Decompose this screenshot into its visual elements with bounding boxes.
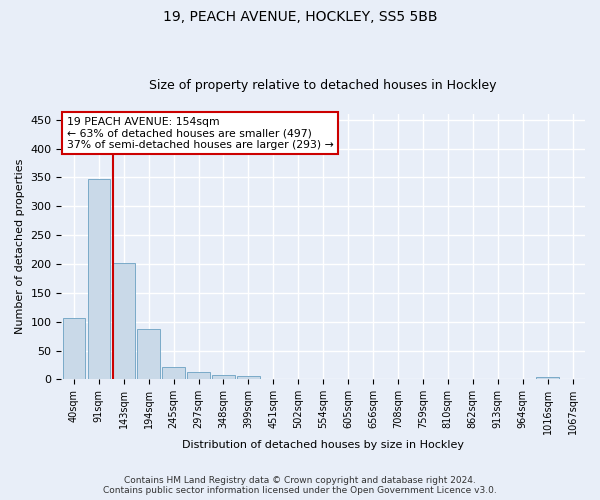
Bar [187, 372, 210, 380]
Bar [212, 374, 235, 380]
Bar [88, 178, 110, 380]
Y-axis label: Number of detached properties: Number of detached properties [15, 159, 25, 334]
X-axis label: Distribution of detached houses by size in Hockley: Distribution of detached houses by size … [182, 440, 464, 450]
Bar [163, 366, 185, 380]
Bar [237, 376, 260, 380]
Bar [113, 263, 135, 380]
Bar [536, 377, 559, 380]
Bar [62, 318, 85, 380]
Bar [137, 328, 160, 380]
Text: 19, PEACH AVENUE, HOCKLEY, SS5 5BB: 19, PEACH AVENUE, HOCKLEY, SS5 5BB [163, 10, 437, 24]
Text: Contains HM Land Registry data © Crown copyright and database right 2024.
Contai: Contains HM Land Registry data © Crown c… [103, 476, 497, 495]
Text: 19 PEACH AVENUE: 154sqm
← 63% of detached houses are smaller (497)
37% of semi-d: 19 PEACH AVENUE: 154sqm ← 63% of detache… [67, 116, 334, 150]
Title: Size of property relative to detached houses in Hockley: Size of property relative to detached ho… [149, 79, 497, 92]
